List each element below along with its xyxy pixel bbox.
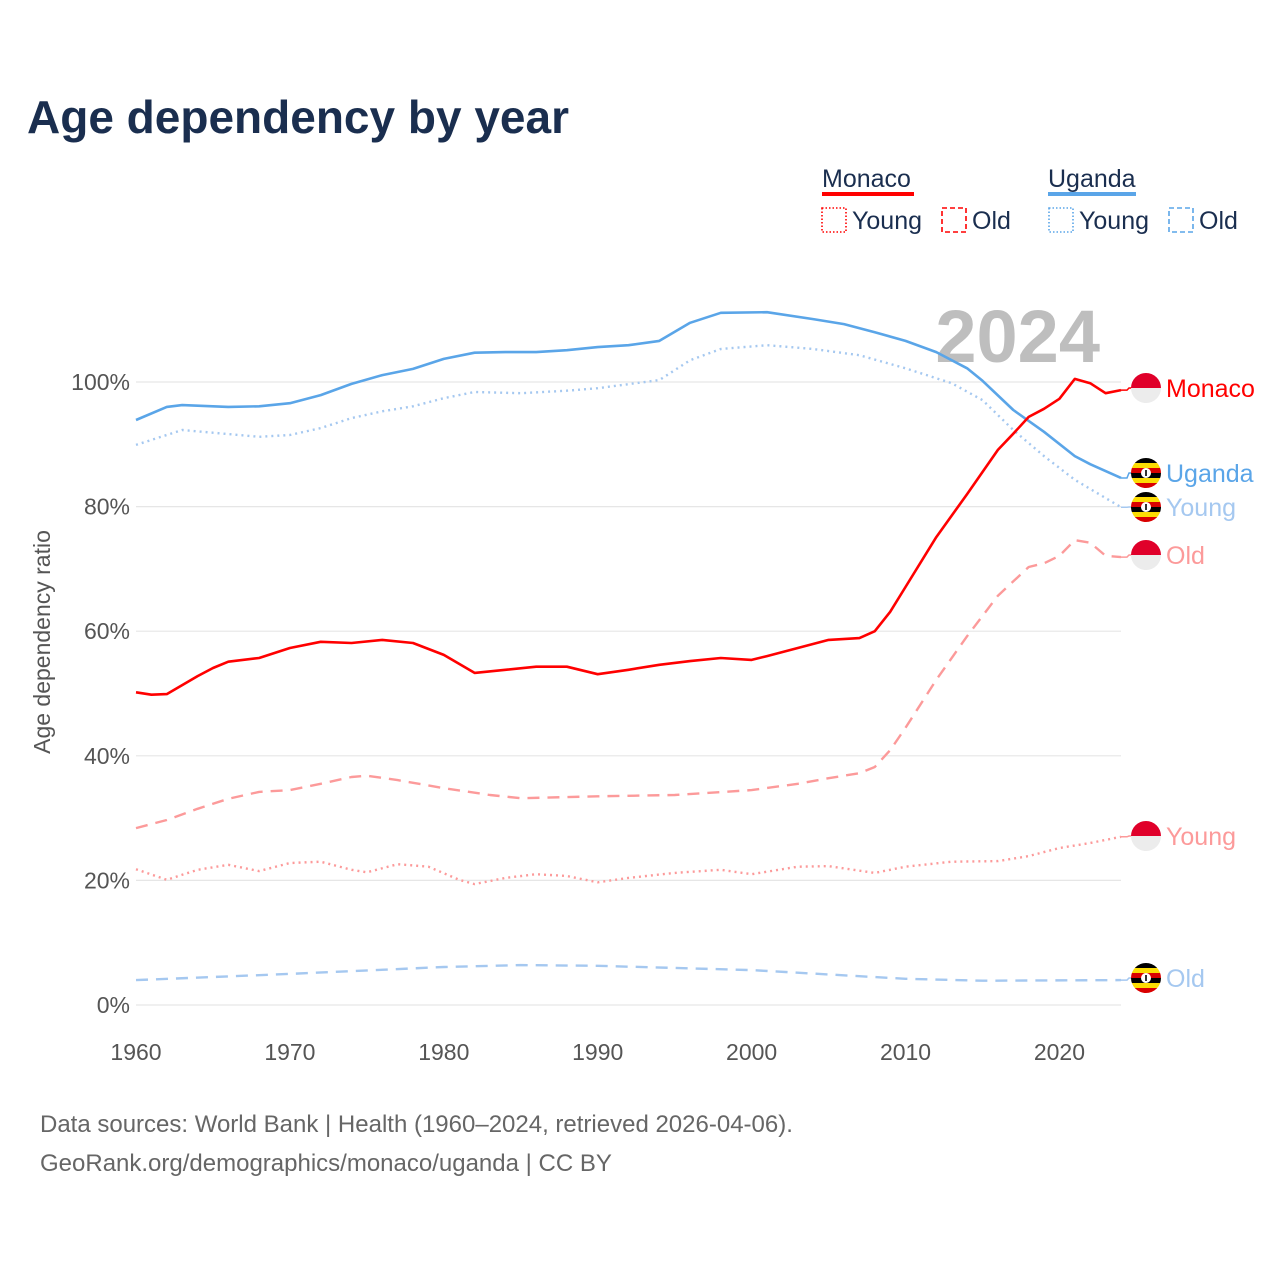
footer-link[interactable]: GeoRank.org/demographics/monaco/uganda |…	[40, 1150, 612, 1177]
monaco-flag-icon	[1131, 540, 1161, 570]
page-title: Age dependency by year	[27, 91, 569, 143]
x-tick-label: 2010	[880, 1039, 931, 1065]
gridlines	[136, 382, 1121, 1005]
uganda-flag-icon	[1131, 458, 1161, 488]
x-axis-ticks: 1960 1970 1980 1990 2000 2010 2020	[110, 1039, 1085, 1065]
leader-line	[1121, 836, 1132, 837]
uganda-flag-icon	[1131, 963, 1161, 993]
leader-line	[1121, 388, 1132, 390]
end-label-text: Uganda	[1166, 460, 1254, 488]
end-label-uganda-young: Young	[1121, 492, 1236, 522]
leader-line	[1121, 473, 1132, 478]
footer-source: Data sources: World Bank | Health (1960–…	[40, 1111, 793, 1138]
end-label-text: Young	[1166, 494, 1236, 522]
y-tick-label: 0%	[97, 992, 130, 1018]
end-label-monaco-young: Young	[1121, 821, 1236, 851]
legend-uganda-old-swatch	[1169, 208, 1193, 232]
end-label-monaco-old: Old	[1121, 540, 1205, 570]
legend: Monaco Young Old Uganda Young Old	[822, 165, 1238, 235]
legend-monaco-old-label: Old	[972, 207, 1011, 235]
end-label-text: Old	[1166, 542, 1205, 570]
legend-monaco-title: Monaco	[822, 165, 911, 193]
y-tick-label: 100%	[71, 369, 130, 395]
y-tick-label: 60%	[84, 618, 130, 644]
legend-monaco-underline	[822, 192, 914, 196]
y-axis-label: Age dependency ratio	[29, 530, 55, 754]
end-label-text: Monaco	[1166, 375, 1255, 403]
end-label-monaco-total: Monaco	[1121, 373, 1255, 403]
end-label-uganda-old: Old	[1121, 963, 1205, 993]
x-tick-label: 1960	[110, 1039, 161, 1065]
series-line-monaco-young	[136, 837, 1121, 884]
legend-monaco-young-label: Young	[852, 207, 922, 235]
y-tick-label: 20%	[84, 867, 130, 893]
y-tick-label: 40%	[84, 743, 130, 769]
leader-line	[1121, 978, 1132, 980]
legend-uganda-young-label: Young	[1079, 207, 1149, 235]
x-tick-label: 1970	[264, 1039, 315, 1065]
x-tick-label: 2020	[1034, 1039, 1085, 1065]
uganda-flag-icon	[1131, 492, 1161, 522]
monaco-flag-icon	[1131, 821, 1161, 851]
series-line-uganda-old	[136, 965, 1121, 981]
monaco-flag-icon	[1131, 373, 1161, 403]
end-label-text: Old	[1166, 965, 1205, 993]
legend-uganda-old-label: Old	[1199, 207, 1238, 235]
legend-uganda-title: Uganda	[1048, 165, 1136, 193]
legend-uganda-underline	[1048, 192, 1136, 196]
leader-line	[1121, 555, 1132, 557]
x-tick-label: 2000	[726, 1039, 777, 1065]
end-label-text: Young	[1166, 823, 1236, 851]
x-tick-label: 1980	[418, 1039, 469, 1065]
end-labels: Monaco Old Young Uganda Young Old	[1121, 373, 1255, 993]
series-line-monaco-total	[136, 379, 1121, 695]
x-tick-label: 1990	[572, 1039, 623, 1065]
legend-monaco-young-swatch	[822, 208, 846, 232]
legend-monaco-old-swatch	[942, 208, 966, 232]
legend-uganda-young-swatch	[1049, 208, 1073, 232]
y-axis-ticks: 0% 20% 40% 60% 80% 100%	[71, 369, 130, 1018]
series-line-monaco-old	[136, 540, 1121, 828]
y-tick-label: 80%	[84, 494, 130, 520]
end-label-uganda-total: Uganda	[1121, 458, 1254, 488]
